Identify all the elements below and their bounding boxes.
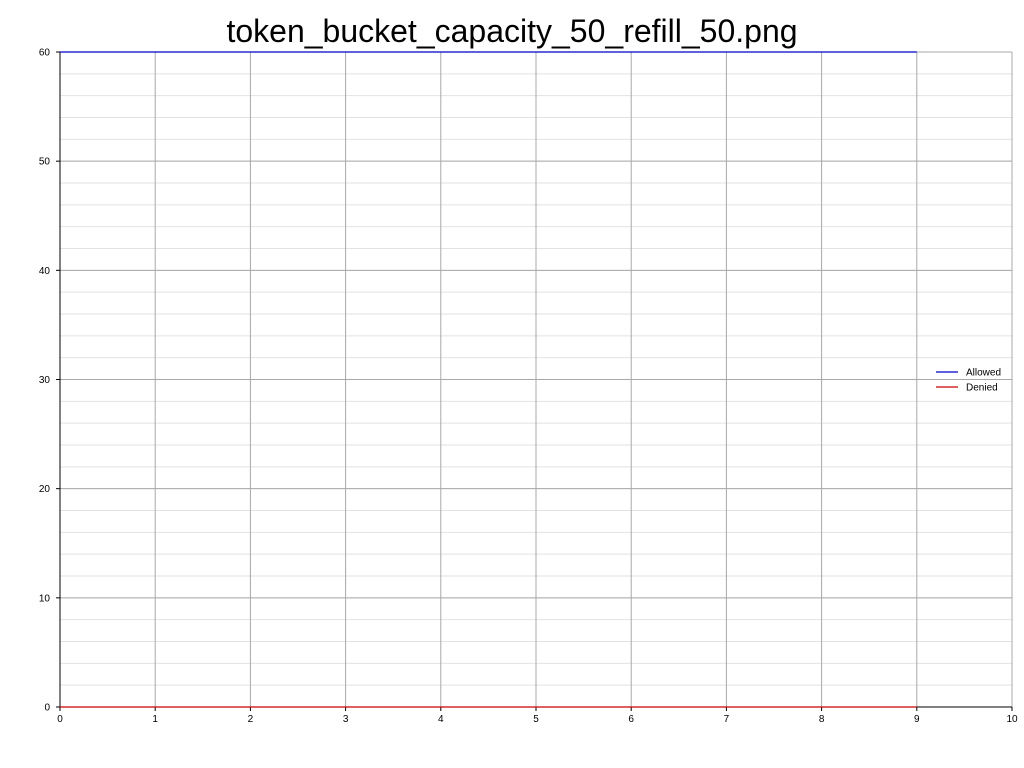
- x-tick-label: 10: [1006, 714, 1018, 725]
- y-tick-label: 10: [39, 593, 51, 604]
- x-tick-label: 7: [724, 714, 730, 725]
- y-tick-label: 50: [39, 157, 51, 168]
- legend: Allowed Denied: [936, 368, 1001, 394]
- y-tick-label: 0: [44, 703, 50, 714]
- series-lines: [60, 51, 917, 708]
- legend-label: Allowed: [966, 368, 1001, 379]
- x-tick-label: 4: [438, 714, 444, 725]
- major-grid: [59, 51, 1013, 708]
- y-tick-label: 40: [39, 266, 51, 277]
- x-tick-label: 9: [914, 714, 920, 725]
- y-tick-label: 20: [39, 484, 51, 495]
- x-axis-ticks: 0 1 2 3 4 5 6 7 8 9 10: [57, 707, 1018, 725]
- y-tick-label: 30: [39, 375, 51, 386]
- x-tick-label: 6: [628, 714, 634, 725]
- y-axis-ticks: 0 10 20 30 40 50 60: [39, 48, 60, 714]
- x-tick-label: 3: [343, 714, 349, 725]
- x-tick-label: 0: [57, 714, 63, 725]
- legend-label: Denied: [966, 383, 998, 394]
- y-tick-label: 60: [39, 48, 51, 59]
- x-tick-label: 1: [152, 714, 158, 725]
- chart-title: token_bucket_capacity_50_refill_50.png: [226, 13, 797, 49]
- x-tick-label: 8: [819, 714, 825, 725]
- x-tick-label: 2: [248, 714, 254, 725]
- x-tick-label: 5: [533, 714, 539, 725]
